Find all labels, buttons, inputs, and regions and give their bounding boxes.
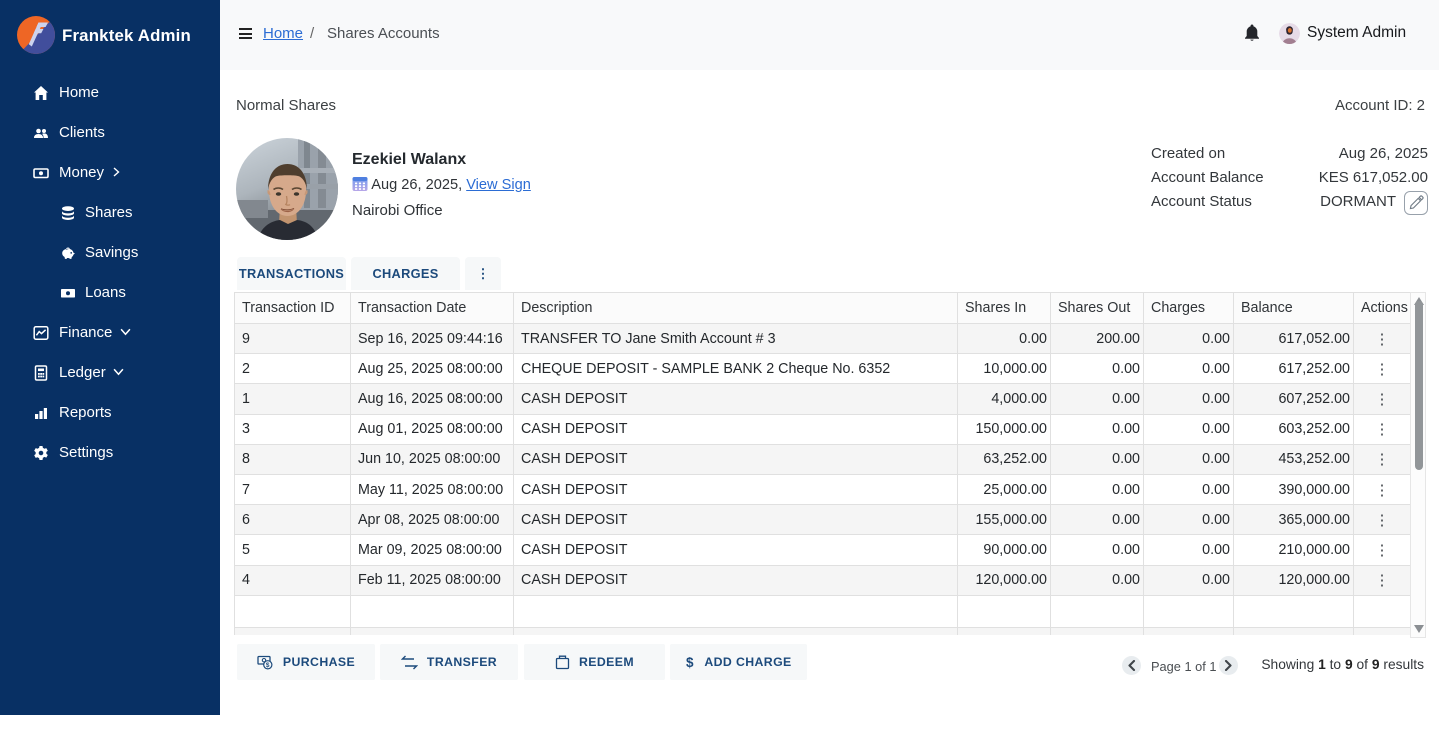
svg-text:$: $ — [686, 655, 694, 670]
svg-text:$: $ — [266, 662, 270, 669]
